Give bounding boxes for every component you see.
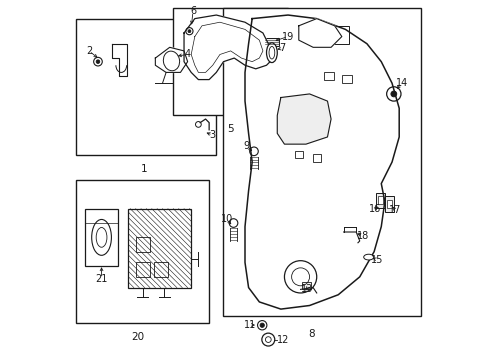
Bar [385, 196, 394, 212]
Polygon shape [245, 15, 399, 309]
Text: 6: 6 [190, 6, 196, 17]
Text: 7: 7 [279, 43, 286, 53]
Bar [136, 262, 150, 277]
Text: 1: 1 [141, 164, 148, 174]
Bar [388, 200, 392, 208]
Ellipse shape [364, 254, 374, 260]
Bar [223, 8, 421, 316]
Bar [313, 154, 321, 162]
Text: 15: 15 [371, 255, 383, 265]
Polygon shape [155, 47, 188, 72]
Bar [295, 150, 303, 158]
Polygon shape [277, 94, 331, 144]
Text: 18: 18 [357, 231, 369, 240]
Text: 12: 12 [277, 335, 290, 345]
Text: 14: 14 [395, 78, 408, 88]
Text: 21: 21 [96, 274, 108, 284]
Text: 3: 3 [210, 130, 216, 140]
Circle shape [188, 30, 191, 33]
Bar [378, 196, 383, 204]
Bar [342, 75, 352, 83]
Bar [265, 39, 279, 45]
Bar [136, 237, 150, 252]
Bar [76, 19, 216, 155]
Text: 4: 4 [185, 49, 191, 59]
Text: 10: 10 [221, 215, 233, 224]
Circle shape [391, 91, 397, 97]
Bar [288, 105, 317, 134]
Text: 16: 16 [368, 204, 381, 215]
Text: 11: 11 [244, 320, 256, 330]
Text: 13: 13 [301, 284, 313, 294]
Ellipse shape [96, 228, 107, 247]
Ellipse shape [267, 43, 277, 63]
Text: 19: 19 [282, 32, 294, 41]
Text: 9: 9 [244, 141, 250, 151]
Polygon shape [184, 15, 274, 80]
Polygon shape [299, 19, 342, 47]
Text: 20: 20 [131, 332, 144, 342]
Bar [76, 180, 209, 323]
Bar [324, 72, 334, 80]
Bar [128, 209, 191, 288]
Text: 2: 2 [86, 46, 92, 56]
Text: 8: 8 [308, 329, 315, 339]
Text: 17: 17 [390, 206, 402, 216]
Ellipse shape [92, 220, 111, 255]
Bar [376, 193, 385, 208]
Circle shape [260, 323, 265, 327]
Ellipse shape [269, 46, 275, 59]
Polygon shape [112, 44, 126, 76]
Bar [173, 8, 288, 116]
Bar [153, 262, 168, 277]
Bar [302, 282, 311, 289]
Bar [85, 209, 118, 266]
Ellipse shape [163, 51, 180, 71]
Text: 5: 5 [227, 125, 234, 134]
Bar [320, 26, 349, 44]
Circle shape [96, 60, 100, 63]
